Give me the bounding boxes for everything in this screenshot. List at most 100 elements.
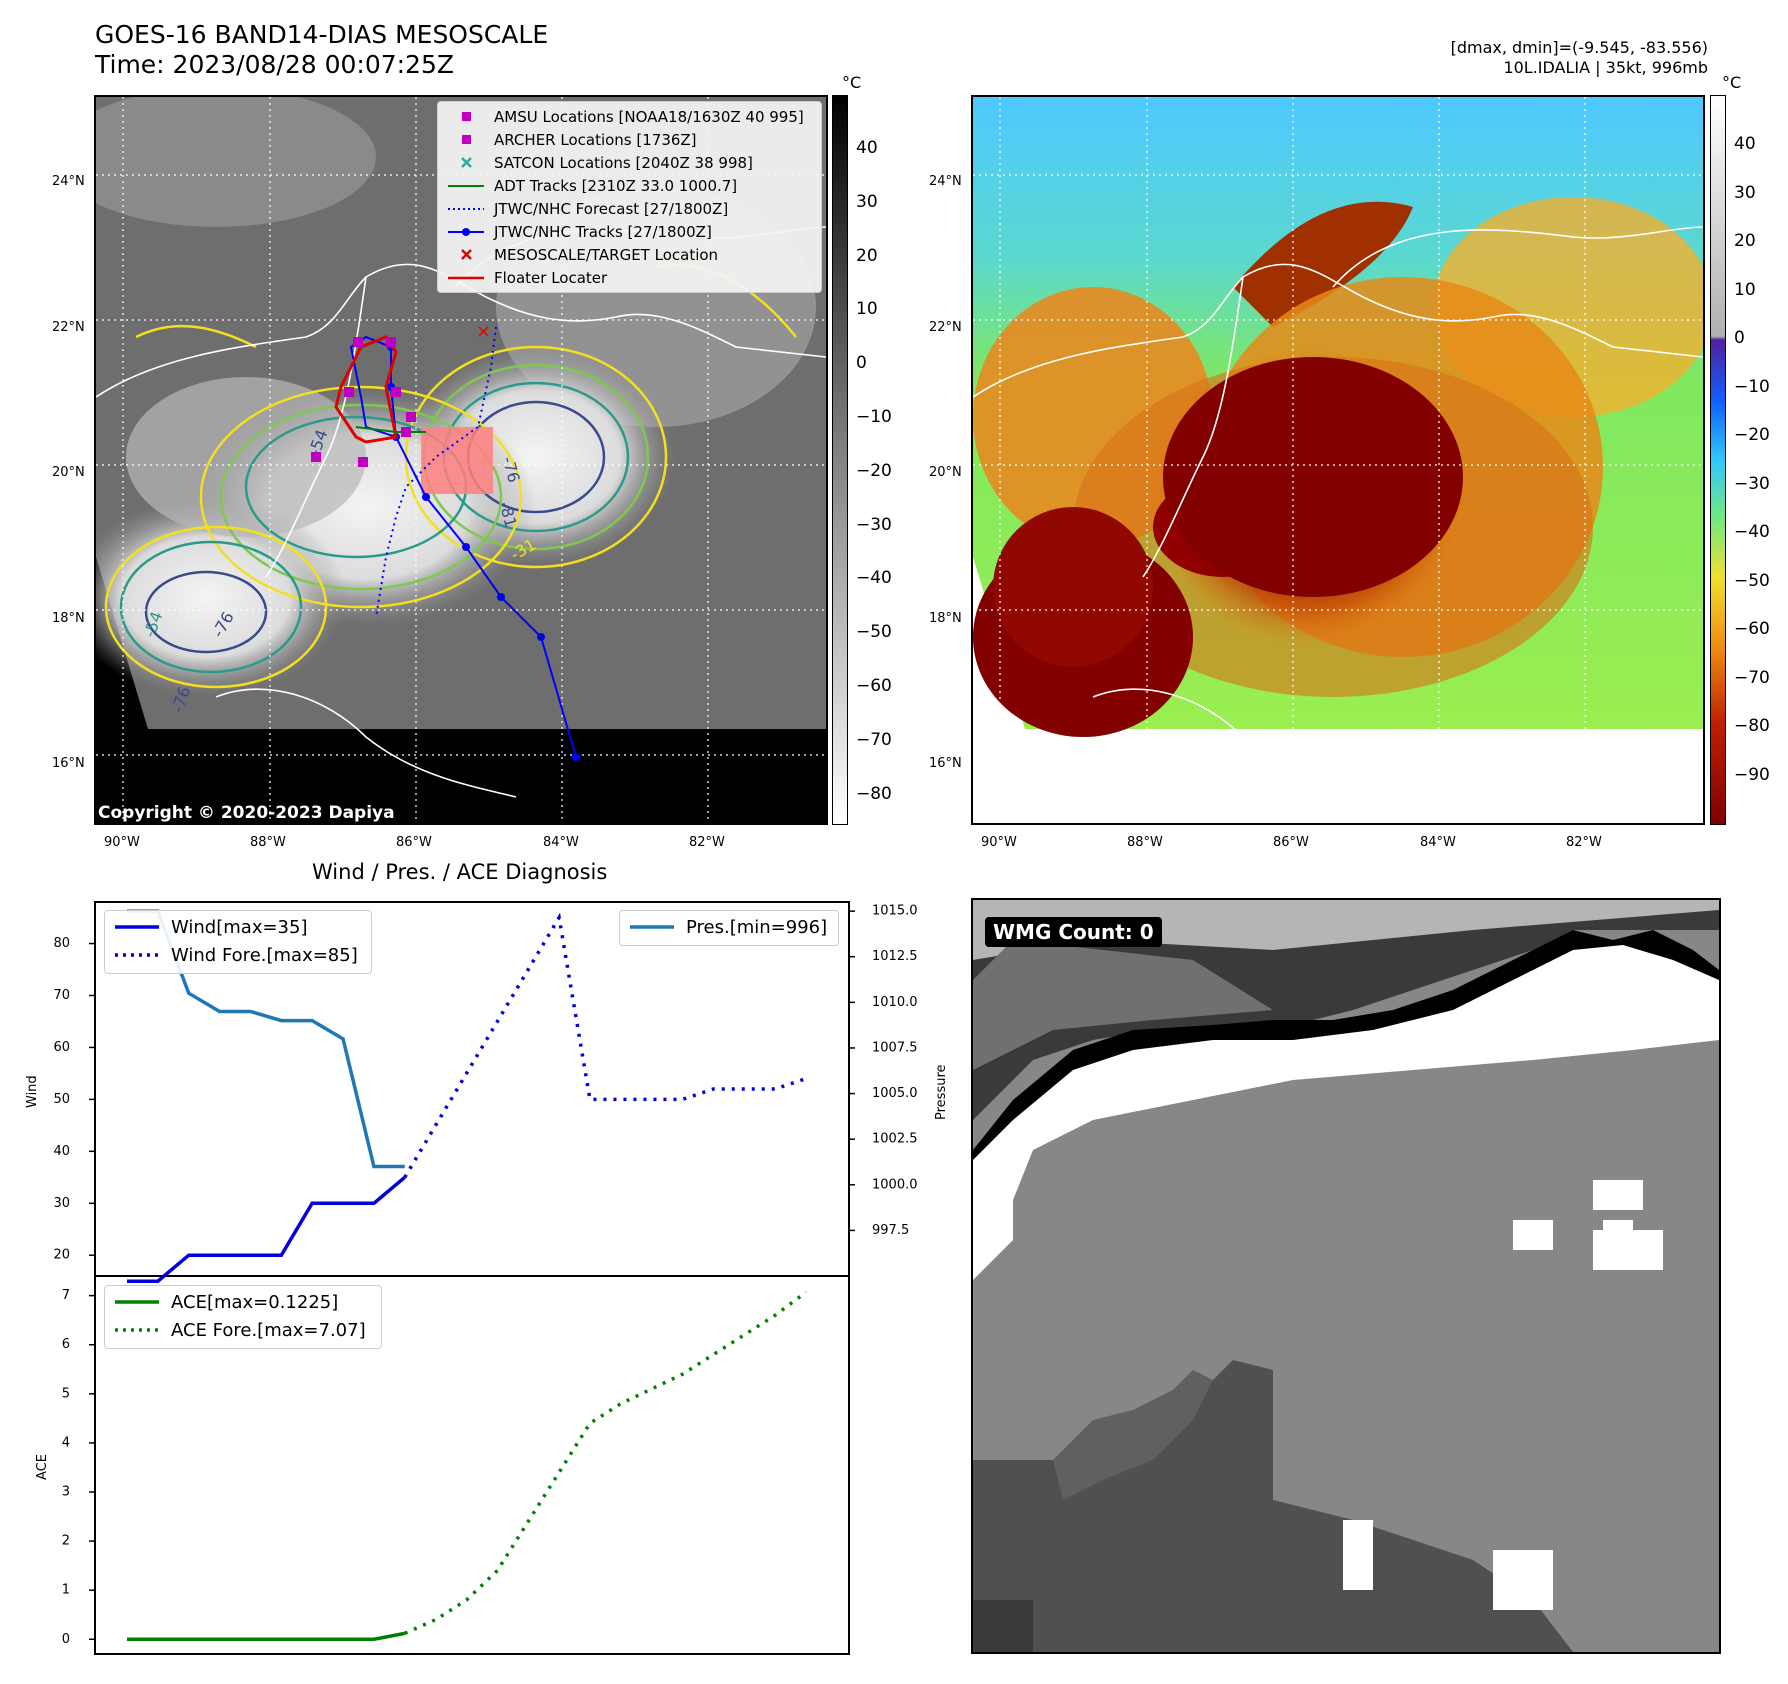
square-marker-icon — [462, 135, 471, 144]
copyright-text: Copyright © 2020-2023 Dapiya — [98, 803, 395, 823]
lat-tick: 16°N — [52, 756, 85, 771]
map-legend: AMSU Locations [NOAA18/1630Z 40 995] ARC… — [437, 101, 822, 293]
pressure-tick-label: 1000.0 — [872, 1177, 918, 1192]
lon-tick: 88°W — [1127, 835, 1163, 850]
wmg-count-badge: WMG Count: 0 — [985, 917, 1162, 947]
forecast-track — [375, 326, 497, 618]
ace-tick-label: 3 — [62, 1485, 70, 1500]
colorbar-tick: 20 — [856, 245, 878, 266]
line-marker-icon — [115, 1300, 159, 1304]
ace-tick-label: 5 — [62, 1386, 70, 1401]
colorbar-unit: °C — [842, 73, 862, 92]
colorbar-tick: 10 — [1734, 279, 1756, 300]
colorbar-tick: 0 — [1734, 328, 1745, 348]
pressure-tick-label: 1007.5 — [872, 1040, 918, 1055]
pressure-tick-label: 1010.0 — [872, 995, 918, 1010]
colorbar-tick: 30 — [856, 191, 878, 212]
wind-tick-label: 60 — [53, 1040, 70, 1055]
colorbar-tick: −20 — [1734, 425, 1770, 445]
ace-tick-label: 0 — [62, 1632, 70, 1647]
diagnosis-title: Wind / Pres. / ACE Diagnosis — [312, 860, 608, 884]
line-marker-icon — [115, 925, 159, 929]
colorbar-tick: −60 — [1734, 619, 1770, 639]
colorbar-tick: −40 — [856, 568, 892, 589]
colorbar-tick: −80 — [856, 783, 892, 804]
ace-legend: ACE[max=0.1225] ACE Fore.[max=7.07] — [104, 1285, 382, 1349]
svg-text:×: × — [476, 321, 491, 342]
colorbar-tick: −50 — [1734, 570, 1770, 591]
wmg-panel — [971, 898, 1721, 1654]
lat-tick: 18°N — [52, 611, 85, 626]
lat-tick: 20°N — [929, 465, 962, 480]
colorbar-tick: −70 — [1734, 667, 1770, 688]
line-dot-icon — [448, 228, 484, 236]
lat-tick: 24°N — [929, 174, 962, 189]
colorbar-tick: −30 — [856, 514, 892, 535]
ace-axes — [94, 1275, 850, 1655]
lon-tick: 84°W — [543, 835, 579, 850]
dotted-line-icon — [115, 1328, 159, 1332]
line-marker-icon — [630, 925, 674, 929]
left-colorbar — [832, 95, 848, 825]
colorbar-tick: 40 — [856, 138, 878, 158]
floater-track — [334, 335, 398, 444]
colorbar-tick: −40 — [1734, 522, 1770, 542]
colorbar-tick: 20 — [1734, 231, 1756, 251]
wind-tick-label: 50 — [53, 1092, 70, 1107]
wind-legend: Wind[max=35] Wind Fore.[max=85] — [104, 910, 372, 974]
ace-tick-label: 4 — [62, 1435, 70, 1450]
pressure-tick-label: 1002.5 — [872, 1132, 918, 1147]
colorbar-tick: 40 — [1734, 134, 1756, 154]
ace-tick-label: 2 — [62, 1534, 70, 1549]
ace-series-line — [127, 1631, 406, 1642]
pressure-tick-label: 1012.5 — [872, 949, 918, 964]
colorbar-tick: 0 — [856, 353, 867, 374]
lon-tick: 86°W — [1273, 835, 1309, 850]
ace-forecast-series-line — [404, 1290, 808, 1635]
wind-tick-label: 40 — [53, 1144, 70, 1159]
colorbar-tick: 10 — [856, 299, 878, 320]
pressure-legend: Pres.[min=996] — [619, 910, 839, 946]
line-marker-icon — [448, 185, 484, 187]
enhanced-ir-panel — [971, 95, 1705, 825]
colorbar-tick: −30 — [1734, 473, 1770, 494]
wind-tick-label: 80 — [53, 936, 70, 951]
lat-tick: 22°N — [929, 320, 962, 335]
lat-tick: 24°N — [52, 174, 85, 189]
square-marker-icon — [462, 112, 471, 121]
wind-series-line — [127, 1175, 406, 1283]
colorbar-unit: °C — [1722, 73, 1742, 92]
ace-tick-label: 7 — [62, 1288, 70, 1303]
pressure-tick-label: 1005.0 — [872, 1086, 918, 1101]
right-colorbar — [1710, 95, 1726, 825]
lon-tick: 86°W — [396, 835, 432, 850]
lon-tick: 82°W — [689, 835, 725, 850]
colorbar-tick: −10 — [856, 407, 892, 427]
wind-tick-label: 20 — [53, 1248, 70, 1263]
wind-tick-label: 30 — [53, 1196, 70, 1211]
lat-tick: 18°N — [929, 611, 962, 626]
dotted-line-icon — [115, 953, 159, 957]
pressure-tick-label: 1015.0 — [872, 904, 918, 919]
colorbar-tick: −60 — [856, 676, 892, 696]
x-marker-icon — [461, 249, 472, 260]
dotted-line-icon — [448, 208, 484, 210]
colorbar-tick: −10 — [1734, 376, 1770, 397]
lat-tick: 22°N — [52, 320, 85, 335]
lon-tick: 82°W — [1566, 835, 1602, 850]
storm-name-text: 10L.IDALIA | 35kt, 996mb — [1503, 58, 1708, 77]
colorbar-tick: −20 — [856, 460, 892, 481]
wmg-image — [973, 900, 1719, 1652]
dmax-dmin-text: [dmax, dmin]=(-9.545, -83.556) — [1450, 38, 1708, 57]
wind-tick-label: 70 — [53, 988, 70, 1003]
lon-tick: 90°W — [104, 835, 140, 850]
ace-tick-label: 1 — [62, 1583, 70, 1598]
figure-title: GOES-16 BAND14-DIAS MESOSCALE Time: 2023/… — [95, 20, 548, 80]
ace-tick-label: 6 — [62, 1337, 70, 1352]
title-line-1: GOES-16 BAND14-DIAS MESOSCALE — [95, 20, 549, 49]
x-marker-icon — [461, 157, 472, 168]
colorbar-tick: 30 — [1734, 182, 1756, 203]
wind-forecast-series-line — [403, 912, 807, 1179]
colorbar-tick: −90 — [1734, 764, 1770, 785]
